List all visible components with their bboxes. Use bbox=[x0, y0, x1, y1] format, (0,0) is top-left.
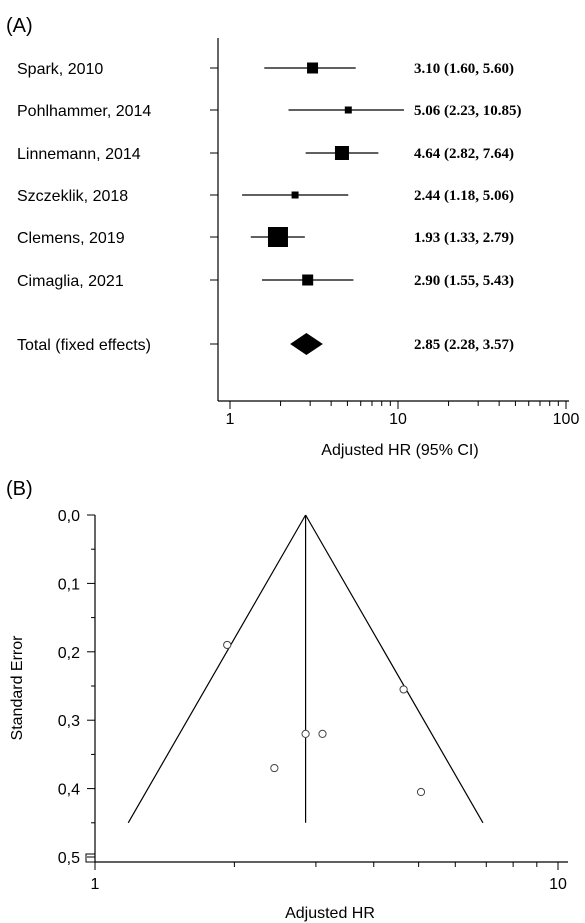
study-point bbox=[318, 729, 327, 738]
panel-a-label: (A) bbox=[6, 15, 33, 37]
panel-b-label: (B) bbox=[6, 478, 33, 500]
study-point bbox=[301, 729, 310, 738]
forest-tick-label: 1 bbox=[226, 411, 235, 428]
study-weight-square bbox=[307, 62, 319, 74]
funnel-points bbox=[223, 640, 426, 797]
study-ci-text: 4.64 (2.82, 7.64) bbox=[414, 146, 514, 162]
study-ci-text: 5.06 (2.23, 10.85) bbox=[414, 103, 522, 119]
forest-x-ticks: 1 10 100 bbox=[226, 401, 580, 428]
funnel-shape bbox=[127, 514, 484, 824]
funnel-x-axis-label: Adjusted HR bbox=[285, 905, 375, 922]
study-ci-text: 3.10 (1.60, 5.60) bbox=[414, 61, 514, 77]
study-name: Pohlhammer, 2014 bbox=[17, 103, 151, 120]
study-name: Linnemann, 2014 bbox=[17, 146, 141, 163]
funnel-y-axis-label: Standard Error bbox=[9, 635, 26, 741]
forest-tick-label: 100 bbox=[553, 411, 580, 428]
study-weight-square bbox=[267, 227, 288, 247]
study-name: Clemens, 2019 bbox=[17, 230, 125, 247]
study-point bbox=[416, 787, 426, 797]
funnel-plot-panel: (B) 0,0 0,1 0,2 0,3 0,4 0,5 1 10 Standard Erro… bbox=[6, 478, 568, 922]
forest-tick-label: 10 bbox=[389, 411, 407, 428]
study-ci-text: 2.90 (1.55, 5.43) bbox=[414, 273, 514, 289]
study-name: Szczeklik, 2018 bbox=[17, 188, 128, 205]
funnel-y-tick-label: 0,1 bbox=[58, 576, 80, 593]
total-name: Total (fixed effects) bbox=[17, 337, 151, 354]
study-name: Cimaglia, 2021 bbox=[17, 273, 124, 290]
forest-x-axis-label: Adjusted HR (95% CI) bbox=[321, 442, 478, 459]
funnel-right-boundary bbox=[305, 514, 484, 824]
study-weight-square bbox=[291, 191, 299, 199]
study-ci-text: 1.93 (1.33, 2.79) bbox=[414, 230, 514, 246]
total-ci-text: 2.85 (2.28, 3.57) bbox=[414, 337, 514, 353]
pooled-estimate-diamond bbox=[290, 333, 323, 355]
funnel-y-ticks: 0,0 0,1 0,2 0,3 0,4 0,5 bbox=[58, 508, 95, 867]
funnel-y-tick-label: 0,5 bbox=[58, 850, 80, 867]
study-weight-square bbox=[302, 274, 314, 286]
forest-rows: Spark, 2010 3.10 (1.60, 5.60) Pohlhammer, … bbox=[17, 61, 522, 355]
study-ci-text: 2.44 (1.18, 5.06) bbox=[414, 188, 514, 204]
study-weight-square bbox=[344, 106, 352, 114]
study-point bbox=[223, 640, 232, 650]
study-point bbox=[399, 685, 408, 694]
funnel-y-tick-label: 0,3 bbox=[58, 713, 80, 730]
study-point bbox=[270, 763, 279, 773]
funnel-x-tick-label: 1 bbox=[91, 876, 100, 893]
funnel-y-tick-label: 0,0 bbox=[58, 508, 80, 525]
axis-corner-box bbox=[85, 853, 96, 863]
funnel-y-tick-label: 0,4 bbox=[58, 782, 80, 799]
study-name: Spark, 2010 bbox=[17, 61, 103, 78]
forest-plot-panel: (A) 1 10 100 Spark, 2010 3.10 (1.60, 5.60) P… bbox=[6, 15, 579, 459]
study-weight-square bbox=[334, 146, 349, 160]
funnel-x-tick-label: 10 bbox=[549, 876, 567, 893]
funnel-left-boundary bbox=[127, 514, 307, 824]
funnel-y-tick-label: 0,2 bbox=[58, 645, 80, 662]
funnel-x-ticks: 1 10 bbox=[91, 862, 567, 893]
